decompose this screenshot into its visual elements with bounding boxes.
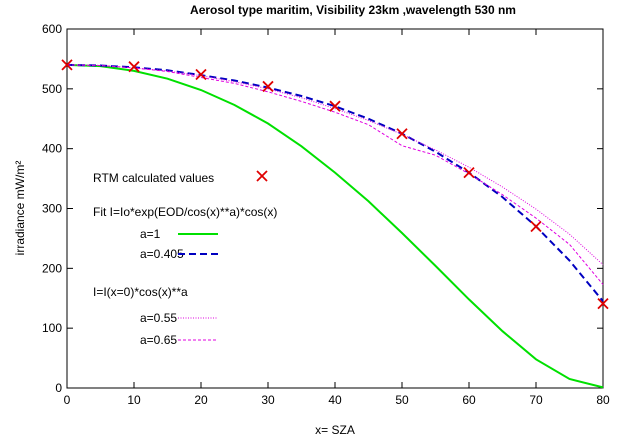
series-line-fit_a0405	[66, 63, 604, 302]
y-tick-label: 100	[42, 321, 62, 335]
data-point-rtm	[463, 166, 475, 179]
legend-group1-title: Fit I=Io*exp(EOD/cos(x)**a)*cos(x)	[93, 205, 277, 219]
y-tick-label: 600	[42, 22, 62, 36]
x-axis-label: x= SZA	[315, 423, 355, 437]
x-tick-label: 80	[596, 393, 610, 407]
legend-label-a065: a=0.65	[140, 333, 177, 347]
legend-label-a0405: a=0.405	[140, 247, 184, 261]
data-point-rtm	[195, 68, 207, 81]
y-tick-label: 200	[42, 261, 62, 275]
x-tick-label: 60	[462, 393, 476, 407]
y-tick-label: 400	[42, 142, 62, 156]
legend: RTM calculated values Fit I=Io*exp(EOD/c…	[93, 170, 277, 347]
chart-title: Aerosol type maritim, Visibility 23km ,w…	[190, 3, 516, 17]
data-point-rtm	[262, 80, 274, 93]
y-tick-label: 500	[42, 82, 62, 96]
series-line-cos_055	[66, 64, 604, 266]
x-tick-label: 40	[328, 393, 342, 407]
data-point-rtm	[530, 220, 542, 233]
x-tick-label: 50	[395, 393, 409, 407]
legend-label-a055: a=0.55	[140, 311, 177, 325]
legend-label-rtm: RTM calculated values	[93, 171, 214, 185]
legend-cross-icon	[256, 170, 268, 182]
data-point-rtm	[597, 297, 609, 310]
x-tick-label: 30	[261, 393, 275, 407]
data-point-rtm	[128, 61, 140, 73]
axis-ticks: 0 10 20 30 40 50 60 70 80 0 100 200 300 400 500 600	[42, 22, 610, 407]
series-points	[61, 59, 609, 310]
legend-marker-rtm	[256, 170, 268, 182]
series-line-fit_a1	[66, 63, 604, 389]
data-point-rtm	[396, 128, 408, 140]
legend-group2-title: I=I(x=0)*cos(x)**a	[93, 285, 188, 299]
y-tick-label: 300	[42, 202, 62, 216]
y-tick-label: 0	[55, 381, 62, 395]
series-lines	[66, 63, 604, 389]
x-tick-label: 20	[194, 393, 208, 407]
data-point-rtm	[329, 100, 341, 112]
legend-label-a1: a=1	[140, 227, 161, 241]
y-axis-label: irradiance mW/m²	[13, 161, 27, 256]
x-tick-label: 70	[529, 393, 543, 407]
x-tick-label: 10	[127, 393, 141, 407]
data-point-rtm	[61, 59, 73, 71]
x-tick-label: 0	[64, 393, 71, 407]
